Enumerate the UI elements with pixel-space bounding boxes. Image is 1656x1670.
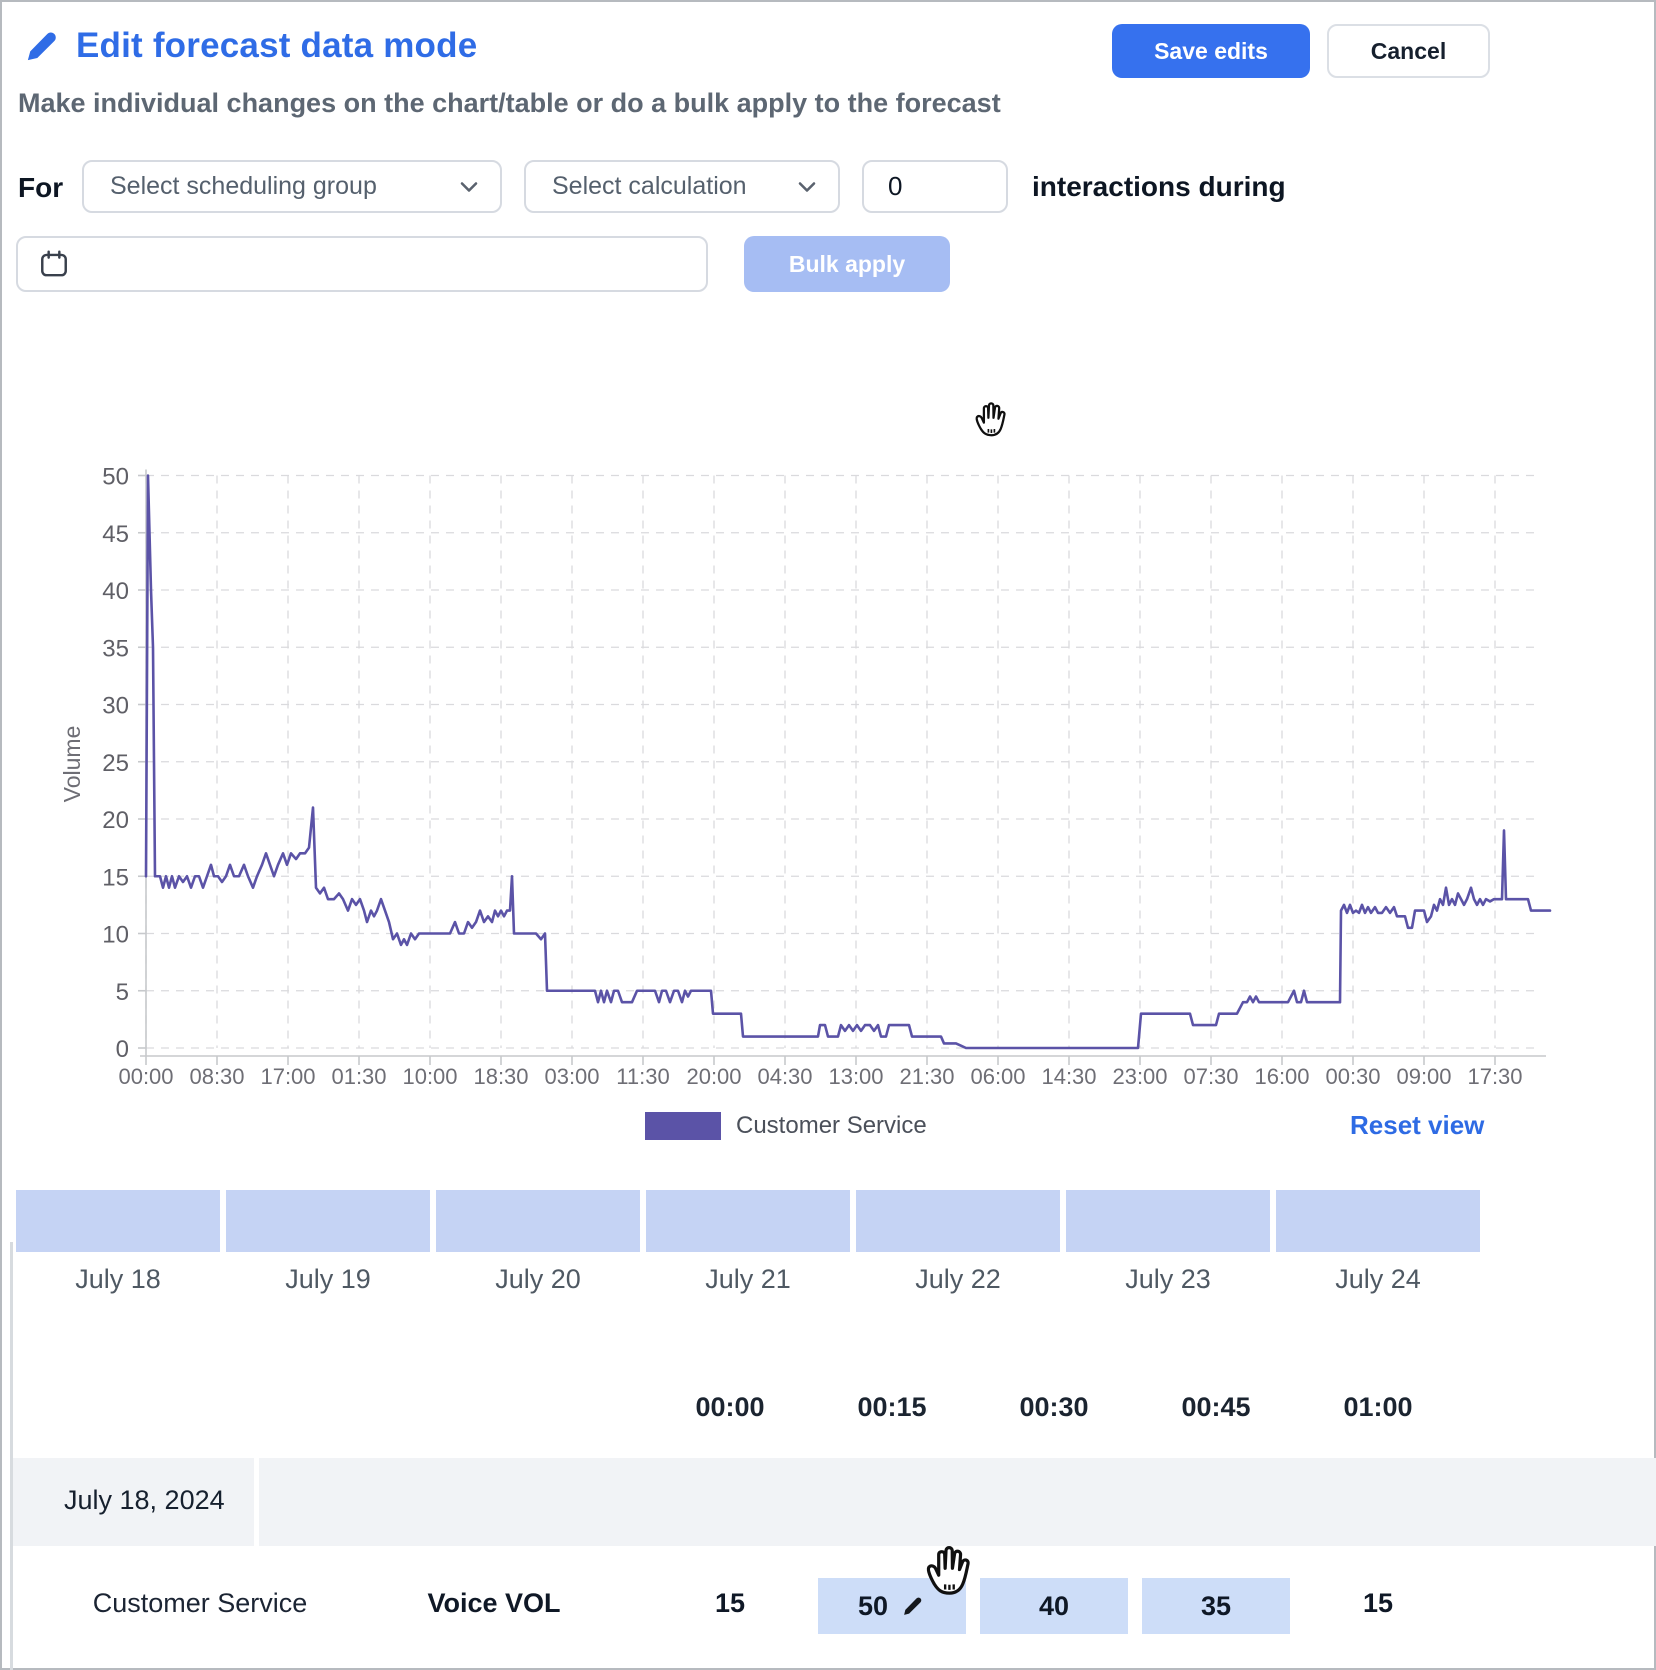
x-axis-tick: 00:00 [118,1064,173,1089]
forecast-value-cell[interactable]: 50 [818,1578,966,1634]
reset-view-link[interactable]: Reset view [1350,1110,1485,1140]
x-axis-tick: 21:30 [899,1064,954,1089]
header: Edit forecast data mode [22,26,477,66]
bulk-apply-button[interactable]: Bulk apply [744,236,950,292]
y-axis-tick: 15 [102,864,129,891]
calculation-select[interactable]: Select calculation [524,160,840,213]
x-axis-tick: 16:00 [1254,1064,1309,1089]
calculation-placeholder: Select calculation [552,172,747,200]
date-group-label: July 18, 2024 [64,1485,225,1515]
for-label: For [18,172,64,203]
day-header-label: July 23 [1125,1264,1211,1294]
scheduling-group-select[interactable]: Select scheduling group [82,160,502,213]
day-header-label: July 24 [1335,1264,1421,1294]
y-axis-tick: 50 [102,464,129,491]
group-name-cell: Customer Service [92,1588,308,1618]
day-header-cell[interactable] [646,1190,850,1252]
x-axis-tick: 13:00 [828,1064,883,1089]
y-axis-tick: 30 [102,693,129,720]
x-axis-tick: 10:00 [402,1064,457,1089]
day-header-cell[interactable] [16,1190,220,1252]
time-header-label: 00:30 [1019,1392,1089,1422]
y-axis-tick: 0 [116,1036,129,1063]
time-header-label: 00:45 [1181,1392,1251,1422]
cancel-button[interactable]: Cancel [1327,24,1490,78]
legend-swatch-customer-service [645,1112,721,1140]
day-header-label: July 22 [915,1264,1001,1294]
date-group-row-fill [259,1458,1656,1546]
x-axis-tick: 07:30 [1183,1064,1238,1089]
y-axis-tick: 40 [102,578,129,605]
x-axis-tick: 14:30 [1041,1064,1096,1089]
pencil-icon [27,32,56,61]
forecast-value: 50 [857,1590,889,1621]
save-edits-button[interactable]: Save edits [1112,24,1310,78]
x-axis-tick: 06:00 [970,1064,1025,1089]
day-header-label: July 20 [495,1264,581,1294]
forecast-value-cell[interactable]: 35 [1142,1578,1290,1634]
table-left-border [10,1242,13,1670]
y-axis-tick: 10 [102,922,129,949]
day-header-cell[interactable] [856,1190,1060,1252]
metric-name-cell: Voice VOL [427,1588,561,1618]
x-axis-tick: 01:30 [331,1064,386,1089]
legend-label: Customer Service [736,1112,927,1139]
x-axis-tick: 20:00 [686,1064,741,1089]
x-axis-tick: 23:00 [1112,1064,1167,1089]
x-axis-tick: 08:30 [189,1064,244,1089]
y-axis-tick: 45 [102,521,129,548]
scheduling-group-placeholder: Select scheduling group [110,172,377,200]
day-header-cell[interactable] [436,1190,640,1252]
interactions-count-input[interactable] [862,160,1008,213]
x-axis-tick: 17:30 [1467,1064,1522,1089]
y-axis-tick: 25 [102,750,129,777]
time-header-label: 00:15 [857,1392,927,1422]
forecast-value[interactable]: 15 [714,1588,746,1618]
x-axis-tick: 03:00 [544,1064,599,1089]
forecast-value: 40 [1038,1590,1070,1621]
calendar-icon [41,250,67,277]
x-axis-tick: 11:30 [616,1064,669,1089]
x-axis-tick: 09:00 [1396,1064,1451,1089]
y-axis-tick: 5 [116,979,129,1006]
day-header-label: July 19 [285,1264,371,1294]
forecast-value-cell[interactable]: 40 [980,1578,1128,1634]
forecast-volume-chart[interactable]: 0 5 10 15 20 25 30 35 40 45 50 00:00 08:30 17:00 01:30… [0,372,1656,1102]
date-range-input[interactable] [16,236,708,292]
y-axis-title: Volume [59,726,85,803]
time-header-label: 01:00 [1343,1392,1413,1422]
x-axis-tick: 00:30 [1325,1064,1380,1089]
forecast-value[interactable]: 15 [1362,1588,1394,1618]
forecast-line-customer-service[interactable] [144,474,1552,1050]
x-axis-tick: 04:30 [757,1064,812,1089]
day-header-label: July 21 [705,1264,791,1294]
page-subtitle: Make individual changes on the chart/tab… [18,88,1001,118]
edit-pencil-icon[interactable] [900,1593,926,1619]
forecast-value: 35 [1200,1590,1232,1621]
page-title: Edit forecast data mode [76,26,478,65]
y-axis-tick: 20 [102,807,129,834]
chevron-down-icon [798,181,816,192]
y-axis-tick: 35 [102,635,129,662]
time-header-label: 00:00 [695,1392,765,1422]
chevron-down-icon [460,181,478,192]
chart-legend: Customer Service Reset view [0,1108,1656,1148]
day-header-cell[interactable] [226,1190,430,1252]
day-header-cell[interactable] [1066,1190,1270,1252]
day-header-label: July 18 [75,1264,161,1294]
day-header-cell[interactable] [1276,1190,1480,1252]
interactions-during-label: interactions during [1032,171,1286,202]
x-axis-tick: 18:30 [473,1064,528,1089]
x-axis-tick: 17:00 [260,1064,315,1089]
date-group-row [13,1458,254,1546]
